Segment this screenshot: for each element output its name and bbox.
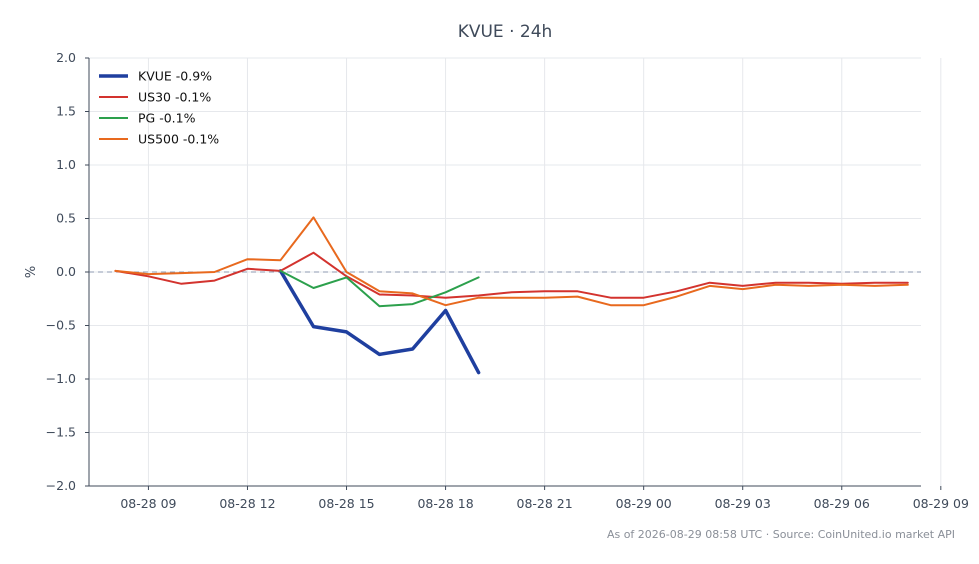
legend-label-3: US500 -0.1%: [138, 132, 219, 147]
series-line-2: [279, 269, 480, 308]
series-line-1: [114, 251, 909, 299]
x-tick-label: 08-28 12: [219, 496, 275, 511]
x-tick-label: 08-28 18: [417, 496, 473, 511]
y-tick-label: 1.5: [56, 104, 76, 119]
x-tick-label: 08-29 00: [616, 496, 672, 511]
legend-label-1: US30 -0.1%: [138, 90, 211, 105]
legend-label-0: KVUE -0.9%: [138, 69, 212, 84]
y-tick-label: 0.0: [56, 264, 76, 279]
x-tick-label: 08-28 09: [120, 496, 176, 511]
y-tick-label: −1.0: [46, 371, 76, 386]
series-line-0: [278, 269, 481, 375]
y-tick-label: −0.5: [46, 318, 76, 333]
x-tick-label: 08-29 03: [715, 496, 771, 511]
y-tick-label: −1.5: [46, 425, 76, 440]
x-tick-label: 08-29 06: [814, 496, 870, 511]
y-axis-label: %: [24, 266, 39, 278]
y-tick-label: 0.5: [56, 211, 76, 226]
legend-label-2: PG -0.1%: [138, 111, 196, 126]
x-tick-label: 08-29 09: [913, 496, 969, 511]
ticks-layer: 2.0 1.5 1.0 0.5 0.0 −0.5 −1.0 −1.5 −2.0 08-28 09 0…: [46, 50, 969, 511]
y-tick-label: 2.0: [56, 50, 76, 65]
chart-title: KVUE · 24h: [458, 22, 553, 42]
legend: KVUE -0.9% US30 -0.1% PG -0.1% US500 -0.1%: [99, 69, 219, 147]
y-tick-label: 1.0: [56, 157, 76, 172]
series-line-3: [114, 216, 909, 307]
footer-source-note: As of 2026-08-29 08:58 UTC · Source: Coi…: [607, 528, 955, 541]
x-tick-label: 08-28 15: [318, 496, 374, 511]
y-tick-label: −2.0: [46, 478, 76, 493]
x-tick-label: 08-28 21: [517, 496, 573, 511]
series-layer: [114, 216, 909, 375]
